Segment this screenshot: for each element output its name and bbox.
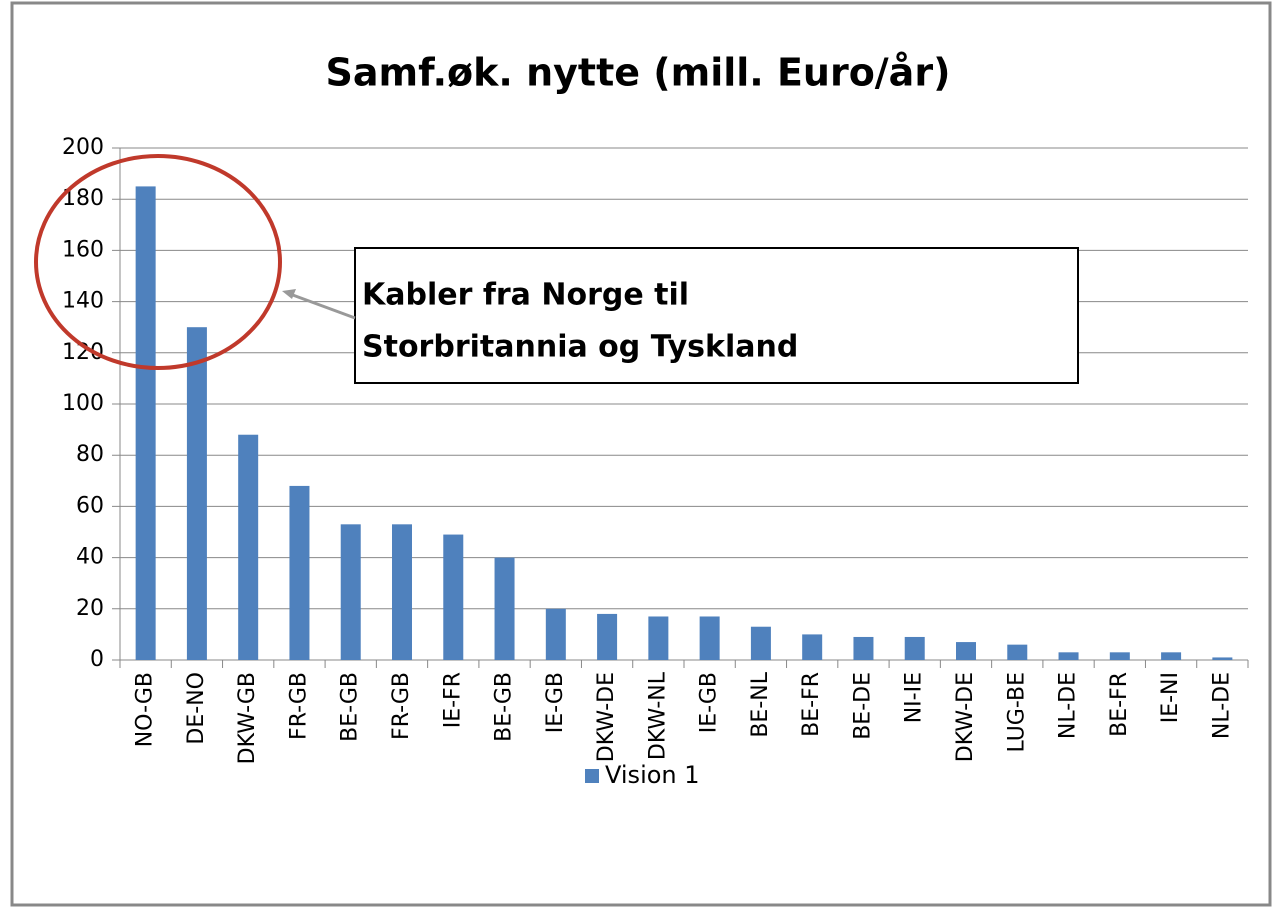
x-tick-label: FR-GB [286, 672, 311, 740]
x-tick-label: BE-GB [338, 672, 363, 742]
bar [494, 557, 515, 660]
x-tick-label: DKW-DE [594, 672, 619, 762]
x-tick-label: NO-GB [133, 672, 158, 747]
bar [904, 636, 925, 660]
x-tick-label: BE-GB [492, 672, 517, 742]
annotation-text: Storbritannia og Tyskland [362, 330, 798, 365]
y-tick-label: 200 [62, 135, 104, 160]
x-tick-label: BE-NL [748, 671, 773, 737]
y-tick-label: 160 [62, 237, 104, 262]
bar [597, 613, 618, 660]
x-tick-label: IE-NI [1158, 672, 1183, 723]
x-tick-label: NL-DE [1056, 672, 1081, 739]
y-tick-label: 40 [76, 545, 104, 570]
x-tick-label: LUG-BE [1004, 672, 1029, 752]
y-tick-label: 140 [62, 289, 104, 314]
bar [289, 485, 310, 660]
bar [340, 524, 361, 660]
y-tick-label: 0 [90, 647, 104, 672]
x-tick-label: FR-GB [389, 672, 414, 740]
bar [750, 626, 771, 660]
bar [1212, 657, 1233, 660]
bar [135, 186, 156, 660]
y-tick-label: 20 [76, 596, 104, 621]
bar [443, 534, 464, 660]
bar [853, 636, 874, 660]
bar [392, 524, 412, 660]
bar [802, 634, 823, 660]
annotation-arrow [289, 292, 356, 320]
bar [238, 434, 259, 660]
x-tick-label: BE-FR [1107, 672, 1132, 737]
x-tick-label: DKW-DE [953, 672, 978, 762]
chart-title: Samf.øk. nytte (mill. Euro/år) [326, 51, 951, 95]
bar [1007, 644, 1028, 660]
x-tick-label: DKW-GB [235, 672, 260, 764]
y-tick-label: 60 [76, 493, 104, 518]
x-tick-label: DKW-NL [645, 671, 670, 760]
x-tick-label: IE-GB [543, 672, 568, 733]
bar [1161, 652, 1182, 660]
legend-swatch [585, 769, 599, 783]
annotation-text: Kabler fra Norge til [362, 278, 689, 313]
chart-frame [10, 1, 1272, 907]
x-tick-label: BE-FR [799, 672, 824, 737]
bar [1058, 652, 1079, 660]
bar [1109, 652, 1130, 660]
x-tick-label: DE-NO [184, 672, 209, 745]
highlight-ellipse [34, 154, 282, 370]
y-tick-label: 100 [62, 391, 104, 416]
x-tick-label: BE-DE [850, 672, 875, 740]
bar [699, 616, 720, 660]
x-tick-label: NI-IE [902, 672, 927, 723]
x-tick-label: IE-GB [697, 672, 722, 733]
legend-label: Vision 1 [605, 761, 700, 789]
y-tick-label: 80 [76, 442, 104, 467]
bar [648, 616, 669, 660]
x-tick-label: NL-DE [1209, 672, 1234, 739]
bar [545, 608, 566, 660]
annotation-box [354, 247, 1079, 384]
bar [956, 642, 976, 660]
annotation-arrowhead [282, 289, 296, 299]
x-tick-label: IE-FR [440, 672, 465, 728]
bar [186, 327, 207, 660]
